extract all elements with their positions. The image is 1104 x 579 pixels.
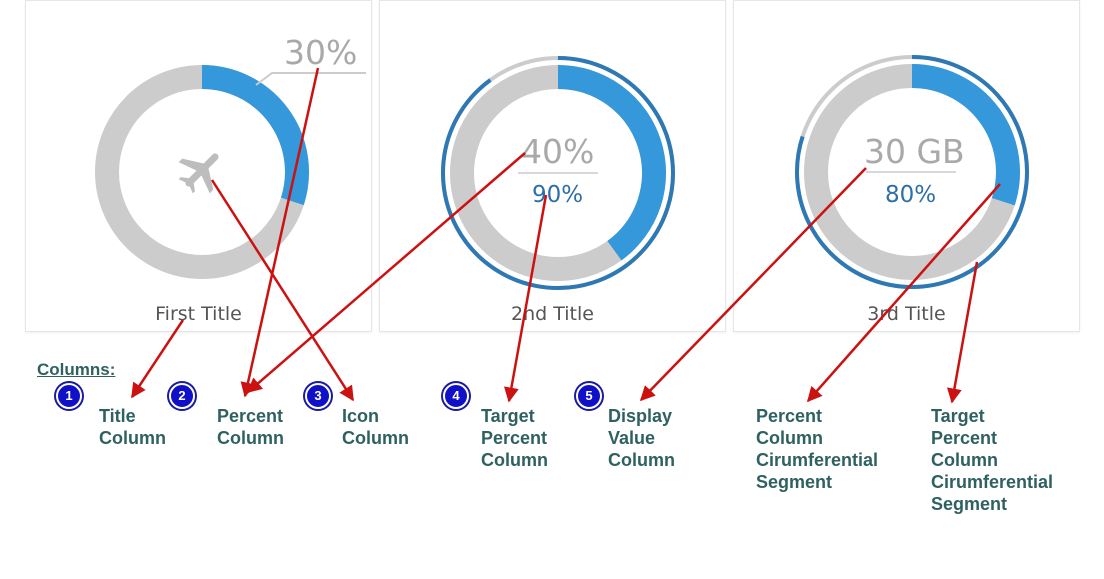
percent-segment	[557, 65, 666, 261]
arrow-title	[130, 319, 185, 399]
number-badge: 2	[169, 383, 195, 409]
gauge-title: 2nd Title	[511, 303, 594, 325]
percent-segment	[911, 64, 1020, 206]
label-target-segment: Target Percent Column Cirumferential Seg…	[931, 406, 1054, 514]
label-percent-segment: Percent Column Cirumferential Segment	[756, 406, 879, 492]
value-leader-line	[255, 72, 366, 86]
columns-heading: Columns:	[37, 360, 116, 379]
gauge-display-value: 40%	[521, 132, 595, 171]
target-segment	[795, 55, 1029, 289]
number-badge: 5	[576, 383, 602, 409]
gauge-target-value: 80%	[885, 182, 937, 208]
gauge-display-value: 30%	[284, 33, 358, 72]
percent-segment	[201, 65, 309, 206]
number-badge: 3	[305, 383, 331, 409]
number-badge: 4	[443, 383, 469, 409]
target-segment	[441, 56, 675, 290]
label-target-percent-column: Target Percent Column	[481, 406, 548, 470]
arrow-display-value	[639, 167, 867, 402]
arrow-percent-2	[246, 152, 526, 393]
label-display-value-column: Display Value Column	[608, 406, 675, 470]
label-icon-column: Icon Column	[342, 406, 409, 448]
arrow-target-percent	[504, 194, 548, 403]
airplane-icon	[178, 153, 219, 194]
gauge-display-value: 30 GB	[864, 132, 965, 171]
gauge-title: First Title	[155, 303, 242, 325]
arrow-icon	[210, 179, 355, 402]
label-title-column: Title Column	[99, 406, 166, 448]
arrow-percent-1	[240, 67, 320, 398]
gauge-target-value: 90%	[532, 182, 584, 208]
arrow-target-segment	[946, 261, 979, 404]
number-badge: 1	[56, 383, 82, 409]
gauge-title: 3rd Title	[867, 303, 946, 325]
arrow-percent-segment	[807, 183, 1001, 403]
label-percent-column: Percent Column	[217, 406, 284, 448]
